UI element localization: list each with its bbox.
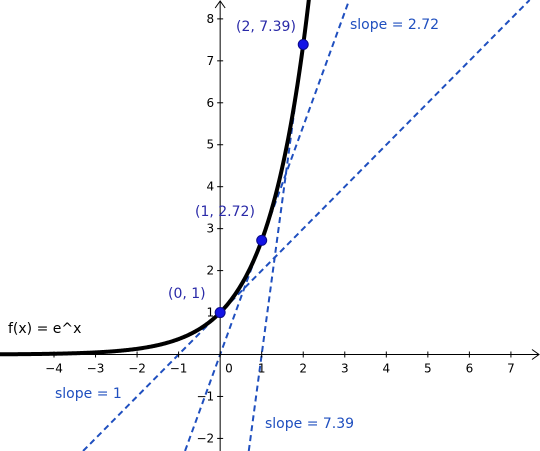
point-label-1-272: (1, 2.72): [195, 204, 255, 220]
x-tick-label: 7: [507, 362, 515, 376]
x-tick-label: 6: [466, 362, 474, 376]
x-axis-arrow-icon: [531, 349, 540, 360]
y-tick-label: 7: [207, 54, 215, 68]
tangent-line-0: [82, 0, 531, 451]
axis-ticks: −4 −3 −2 −1 0 1 2 3 4 5 6 7 −2 −1 1 2 3 4 5 6 7 8: [45, 12, 515, 446]
tangent-point-0: [214, 307, 226, 319]
y-tick-label: −2: [196, 431, 214, 445]
function-label: f(x) = e^x: [8, 321, 81, 337]
slope-label-272: slope = 2.72: [350, 17, 439, 33]
y-tick-label: 3: [207, 222, 215, 236]
point-label-2-739: (2, 7.39): [236, 19, 296, 35]
y-tick-label: 4: [207, 180, 215, 194]
exponential-curve: [0, 0, 311, 357]
y-tick-label: 5: [207, 138, 215, 152]
x-tick-label: −3: [87, 362, 105, 376]
slope-label-739: slope = 7.39: [265, 416, 354, 432]
y-tick-label: 8: [207, 12, 215, 26]
tangent-point-1: [256, 234, 268, 246]
tangent-point-2: [297, 38, 309, 50]
x-tick-label: −4: [45, 362, 63, 376]
x-tick-label: 0: [225, 362, 233, 376]
y-tick-label: 2: [207, 264, 215, 278]
y-tick-label: 1: [207, 306, 215, 320]
x-tick-label: 1: [258, 362, 266, 376]
x-tick-label: 3: [341, 362, 349, 376]
y-axis-arrow-icon: [214, 0, 226, 9]
tangent-lines: [82, 0, 531, 451]
tangent-line-2: [247, 0, 311, 451]
tangent-points: [214, 38, 309, 319]
x-tick-label: 2: [299, 362, 307, 376]
x-tick-label: −2: [128, 362, 146, 376]
y-tick-label: −1: [196, 389, 214, 403]
slope-label-1: slope = 1: [55, 386, 122, 402]
x-tick-label: 5: [424, 362, 432, 376]
point-label-0-1: (0, 1): [168, 286, 206, 302]
y-tick-label: 6: [207, 96, 215, 110]
x-tick-label: −1: [170, 362, 188, 376]
x-tick-label: 4: [382, 362, 390, 376]
